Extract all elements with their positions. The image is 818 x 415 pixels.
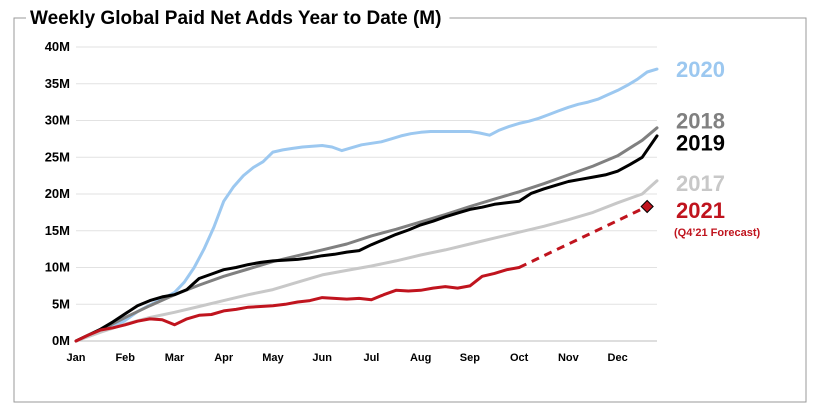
y-tick-label: 40M (45, 39, 70, 54)
y-tick-label: 25M (45, 149, 70, 164)
x-tick-label: Dec (608, 352, 628, 364)
y-tick-label: 30M (45, 113, 70, 128)
x-tick-label: Mar (165, 352, 185, 364)
chart-title: Weekly Global Paid Net Adds Year to Date… (30, 8, 441, 29)
forecast-diamond-marker (640, 199, 654, 214)
y-tick-label: 15M (45, 223, 70, 238)
y-tick-label: 20M (45, 186, 70, 201)
series-end-label-2021: 2021 (676, 198, 725, 223)
series-end-label-2018: 2018 (676, 109, 725, 134)
tick-layer: 0M 5M 10M 15M 20M 25M 30M 35M 40M Jan Feb Mar Apr May… (45, 39, 628, 364)
series-end-label-2017: 2017 (676, 171, 725, 196)
forecast-annotation: (Q4’21 Forecast) (674, 227, 761, 239)
frame-layer (13, 17, 807, 403)
x-tick-label: Jan (67, 352, 86, 364)
series-line-2021-forecast (518, 205, 648, 269)
grid-layer (76, 46, 657, 342)
y-tick-label: 10M (45, 260, 70, 275)
series-line-2019 (74, 134, 659, 343)
series-layer (74, 67, 659, 343)
x-tick-label: Aug (410, 352, 431, 364)
y-tick-label: 0M (52, 333, 70, 348)
series-line-2020 (74, 67, 659, 343)
x-tick-label: Feb (115, 352, 135, 364)
x-tick-label: Apr (214, 352, 234, 364)
series-line-2021 (74, 266, 521, 343)
x-tick-label: Jun (312, 352, 332, 364)
x-tick-label: Jul (363, 352, 379, 364)
series-end-label-2020: 2020 (676, 57, 725, 82)
x-tick-label: Nov (558, 352, 580, 364)
series-line-2018 (74, 126, 659, 343)
x-tick-label: May (262, 352, 284, 364)
x-tick-label: Oct (510, 352, 529, 364)
chart-border (13, 17, 807, 403)
y-tick-label: 5M (52, 296, 70, 311)
x-tick-label: Sep (460, 352, 480, 364)
series-end-label-2019: 2019 (676, 131, 725, 156)
series-line-2017 (74, 179, 659, 343)
y-tick-label: 35M (45, 76, 70, 91)
